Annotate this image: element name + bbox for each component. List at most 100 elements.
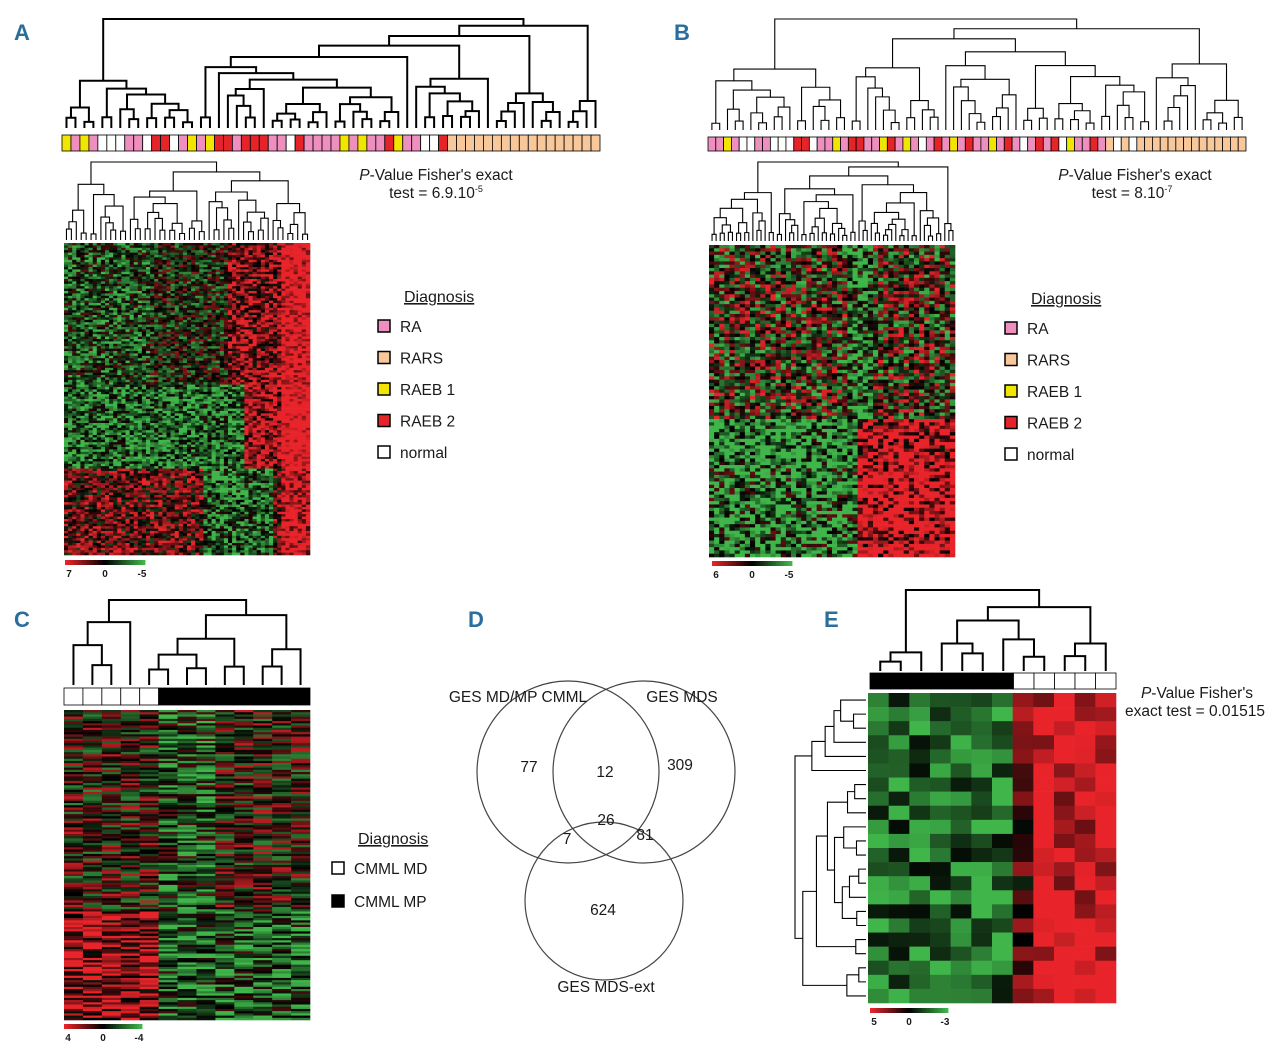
panel-a-heat-cell — [302, 365, 306, 368]
panel-a-heat-cell — [306, 279, 310, 282]
panel-a-heat-cell — [228, 277, 232, 280]
panel-a-heat-cell — [212, 293, 216, 296]
panel-a-heat-cell — [302, 349, 306, 352]
panel-a-heat-cell — [220, 351, 224, 354]
panel-a-heat-cell — [294, 308, 298, 311]
panel-a-heat-cell — [89, 392, 93, 395]
panel-a-heat-cell — [138, 397, 142, 400]
panel-a-heat-cell — [113, 344, 117, 347]
panel-a-heat-cell — [269, 392, 273, 395]
panel-a-heat-cell — [236, 416, 240, 419]
panel-a-heat-cell — [109, 380, 113, 383]
panel-a-sample-cell — [268, 135, 277, 151]
panel-a-heat-cell — [298, 291, 302, 294]
panel-a-heat-cell — [285, 245, 289, 248]
panel-a-heat-cell — [199, 370, 203, 373]
panel-a-heat-cell — [277, 291, 281, 294]
panel-a-heat-cell — [306, 253, 310, 256]
panel-a-heat-cell — [138, 320, 142, 323]
panel-a-heat-cell — [68, 401, 72, 404]
panel-a-heat-cell — [93, 428, 97, 431]
panel-a-heat-cell — [281, 409, 285, 412]
panel-a-heat-cell — [130, 303, 134, 306]
panel-a-heat-cell — [298, 382, 302, 385]
panel-a-heat-cell — [80, 301, 84, 304]
panel-a-heat-cell — [199, 351, 203, 354]
panel-a-heat-cell — [257, 346, 261, 349]
panel-a-heat-cell — [199, 303, 203, 306]
panel-a-heat-cell — [244, 411, 248, 414]
panel-a-heat-cell — [76, 351, 80, 354]
panel-a-heat-cell — [187, 423, 191, 426]
panel-a-heat-cell — [277, 430, 281, 433]
panel-a-heat-cell — [85, 397, 89, 400]
panel-a-heat-cell — [236, 389, 240, 392]
panel-a-heat-cell — [290, 301, 294, 304]
panel-a-heat-cell — [146, 243, 150, 246]
panel-a-heat-cell — [281, 289, 285, 292]
panel-a-heat-cell — [158, 308, 162, 311]
panel-a-heat-cell — [175, 339, 179, 342]
panel-a-gene-tree-branch — [294, 213, 305, 234]
panel-a-heat-cell — [290, 293, 294, 296]
panel-a-heat-cell — [220, 313, 224, 316]
panel-a-heat-cell — [80, 310, 84, 313]
panel-a-heat-cell — [249, 409, 253, 412]
panel-a-heat-cell — [191, 401, 195, 404]
panel-a-heat-cell — [302, 310, 306, 313]
panel-a-sample-tree-branch — [129, 119, 138, 128]
panel-a-heat-cell — [142, 305, 146, 308]
panel-a-heat-cell — [117, 387, 121, 390]
panel-a-heat-cell — [85, 382, 89, 385]
panel-a-heat-cell — [171, 418, 175, 421]
panel-a-heat-cell — [187, 257, 191, 260]
panel-a-heat-cell — [76, 380, 80, 383]
panel-a-heat-cell — [265, 274, 269, 277]
panel-a-heat-cell — [261, 399, 265, 402]
panel-a-heat-cell — [142, 313, 146, 316]
panel-a-heat-cell — [113, 423, 117, 426]
panel-a-heat-cell — [76, 329, 80, 332]
panel-a-heat-cell — [154, 368, 158, 371]
panel-a-heat-cell — [277, 265, 281, 268]
panel-a-heat-cell — [281, 377, 285, 380]
figure-canvas: A P-Value Fisher's exact test = 6.9.10-5… — [0, 0, 1280, 1053]
panel-a-heat-cell — [121, 373, 125, 376]
panel-a-heat-cell — [109, 334, 113, 337]
panel-a-heat-cell — [146, 356, 150, 359]
panel-a-heat-cell — [269, 361, 273, 364]
panel-a-heat-cell — [265, 363, 269, 366]
panel-a-heat-cell — [269, 425, 273, 428]
panel-a-heat-cell — [93, 406, 97, 409]
panel-a-heat-cell — [167, 337, 171, 340]
panel-a-heat-cell — [203, 277, 207, 280]
panel-a-heat-cell — [113, 329, 117, 332]
panel-a-heat-cell — [126, 310, 130, 313]
panel-a-heat-cell — [130, 265, 134, 268]
panel-a-heat-cell — [101, 279, 105, 282]
panel-a-heat-cell — [150, 262, 154, 265]
panel-a-heat-cell — [244, 382, 248, 385]
panel-a-gene-tree-branch — [288, 233, 293, 240]
panel-a-heat-cell — [298, 387, 302, 390]
panel-a-heat-cell — [203, 284, 207, 287]
panel-a-heat-cell — [85, 308, 89, 311]
panel-a-heat-cell — [240, 289, 244, 292]
panel-a-heat-cell — [199, 269, 203, 272]
panel-a-heat-cell — [203, 351, 207, 354]
panel-a-heat-cell — [162, 394, 166, 397]
panel-a-heat-cell — [183, 286, 187, 289]
panel-a-heat-cell — [277, 296, 281, 299]
panel-a-heat-cell — [72, 303, 76, 306]
panel-a-heat-cell — [85, 365, 89, 368]
panel-a-heat-cell — [261, 325, 265, 328]
panel-a-heat-cell — [281, 416, 285, 419]
panel-a-heat-cell — [68, 284, 72, 287]
panel-a-heat-cell — [183, 272, 187, 275]
panel-a-heat-cell — [158, 346, 162, 349]
panel-a-heat-cell — [240, 277, 244, 280]
panel-a-sample-cell — [385, 135, 394, 151]
panel-a-heat-cell — [134, 430, 138, 433]
panel-a-heat-cell — [208, 327, 212, 330]
panel-a-heat-cell — [244, 301, 248, 304]
